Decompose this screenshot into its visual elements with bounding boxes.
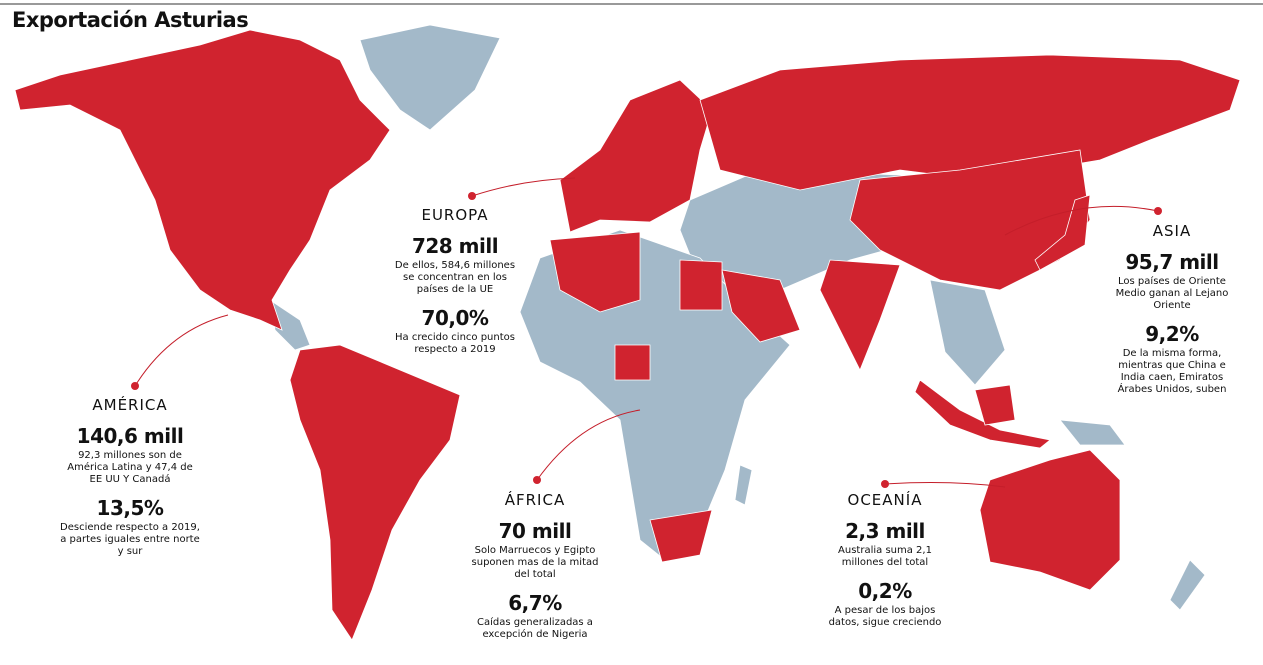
leader-line [884,482,1006,488]
region-name: ÁFRICA [504,491,566,509]
leader-dot [1154,207,1162,215]
greenland [359,24,501,131]
region-note: De la misma forma, mientras que China e … [1117,348,1227,395]
north-america [14,29,391,331]
leader-line [536,409,641,481]
map-title: Exportación Asturias [12,8,249,32]
region-description: De ellos, 584,6 millones se concentran e… [394,260,516,295]
region-block: AMÉRICA 140,6 mill 92,3 millones son de Am… [60,396,200,568]
region-block: EUROPA 728 mill De ellos, 584,6 millones s… [393,206,518,366]
region-amount: 95,7 mill [1125,250,1219,274]
leader-dot [468,192,476,200]
nigeria [614,344,651,381]
arabia [721,269,801,343]
leader-dot [881,480,889,488]
region-description: 92,3 millones son de América Latina y 47… [67,450,193,485]
leader-line [134,314,229,387]
region-name: EUROPA [421,206,489,224]
leader-dot [131,382,139,390]
china [849,149,1091,291]
region-name: ASIA [1152,222,1192,240]
leader-line [471,177,576,197]
region-name: AMÉRICA [92,396,168,414]
region-description: Solo Marruecos y Egipto suponen mas de l… [471,545,599,580]
leader-line [1004,205,1159,236]
north-africa [549,231,641,313]
region-percent: 13,5% [96,496,164,520]
region-block: ÁFRICA 70 mill Solo Marruecos y Egipto sup… [468,491,603,651]
region-percent: 70,0% [421,306,489,330]
region-percent: 9,2% [1145,322,1199,346]
region-note: Caídas generalizadas a excepción de Nige… [477,617,593,640]
region-amount: 140,6 mill [76,424,184,448]
region-block: OCEANÍA 2,3 mill Australia suma 2,1 millon… [825,491,945,639]
leader-dot [533,476,541,484]
region-block: ASIA 95,7 mill Los países de Oriente Medio… [1112,222,1232,406]
south-america [289,344,461,641]
region-note: A pesar de los bajos datos, sigue crecie… [828,605,942,628]
new-zealand [1169,559,1206,611]
russia [699,54,1241,191]
indonesia [914,379,1051,449]
region-amount: 2,3 mill [845,519,925,543]
india [819,259,901,371]
europe [559,79,713,233]
region-note: Desciende respecto a 2019, a partes igua… [60,522,200,557]
region-percent: 0,2% [858,579,912,603]
region-description: Australia suma 2,1 millones del total [838,545,932,568]
japan [1034,194,1091,271]
south-africa [649,509,713,563]
region-amount: 70 mill [498,519,572,543]
southeast-asia [929,279,1006,386]
borneo [974,384,1016,426]
region-description: Los países de Oriente Medio ganan al Lej… [1115,276,1229,311]
egypt [679,259,723,311]
australia [979,449,1121,591]
region-percent: 6,7% [508,591,562,615]
madagascar [734,464,753,506]
new-guinea [1059,419,1126,446]
region-name: OCEANÍA [847,491,923,509]
region-amount: 728 mill [411,234,499,258]
region-note: Ha crecido cinco puntos respecto a 2019 [395,332,515,355]
